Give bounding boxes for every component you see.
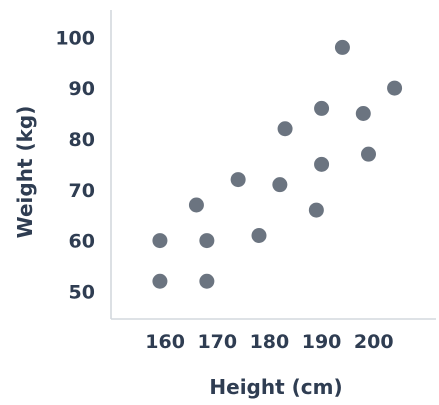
- y-axis-title: Weight (kg): [13, 106, 37, 239]
- x-tick-label: 160: [145, 331, 185, 353]
- data-point: [251, 228, 267, 243]
- data-point: [272, 177, 288, 193]
- y-tick-label: 100: [55, 27, 95, 49]
- data-points: [152, 39, 403, 289]
- data-point: [387, 80, 403, 96]
- data-point: [152, 233, 168, 249]
- data-point: [230, 172, 246, 188]
- y-tick-label: 90: [69, 78, 95, 100]
- data-point: [334, 39, 350, 55]
- y-tick-label: 80: [69, 129, 95, 151]
- data-point: [314, 100, 330, 116]
- x-tick-label: 180: [250, 331, 290, 353]
- data-point: [199, 273, 215, 289]
- x-tick-labels: 160 170 180 190 200: [145, 331, 393, 353]
- data-point: [277, 121, 293, 137]
- data-point: [308, 202, 324, 218]
- y-tick-label: 50: [69, 281, 95, 303]
- y-tick-labels: 50 60 70 80 90 100: [55, 27, 95, 303]
- data-point: [199, 233, 215, 249]
- data-point: [314, 156, 330, 172]
- data-point: [361, 146, 376, 162]
- y-tick-label: 60: [69, 231, 95, 253]
- x-axis-title: Height (cm): [209, 375, 342, 399]
- x-tick-label: 190: [302, 331, 342, 353]
- x-tick-label: 170: [197, 331, 237, 353]
- data-point: [152, 273, 168, 289]
- data-point: [355, 106, 371, 121]
- x-tick-label: 200: [354, 331, 394, 353]
- y-tick-label: 70: [69, 180, 95, 202]
- data-point: [188, 197, 204, 213]
